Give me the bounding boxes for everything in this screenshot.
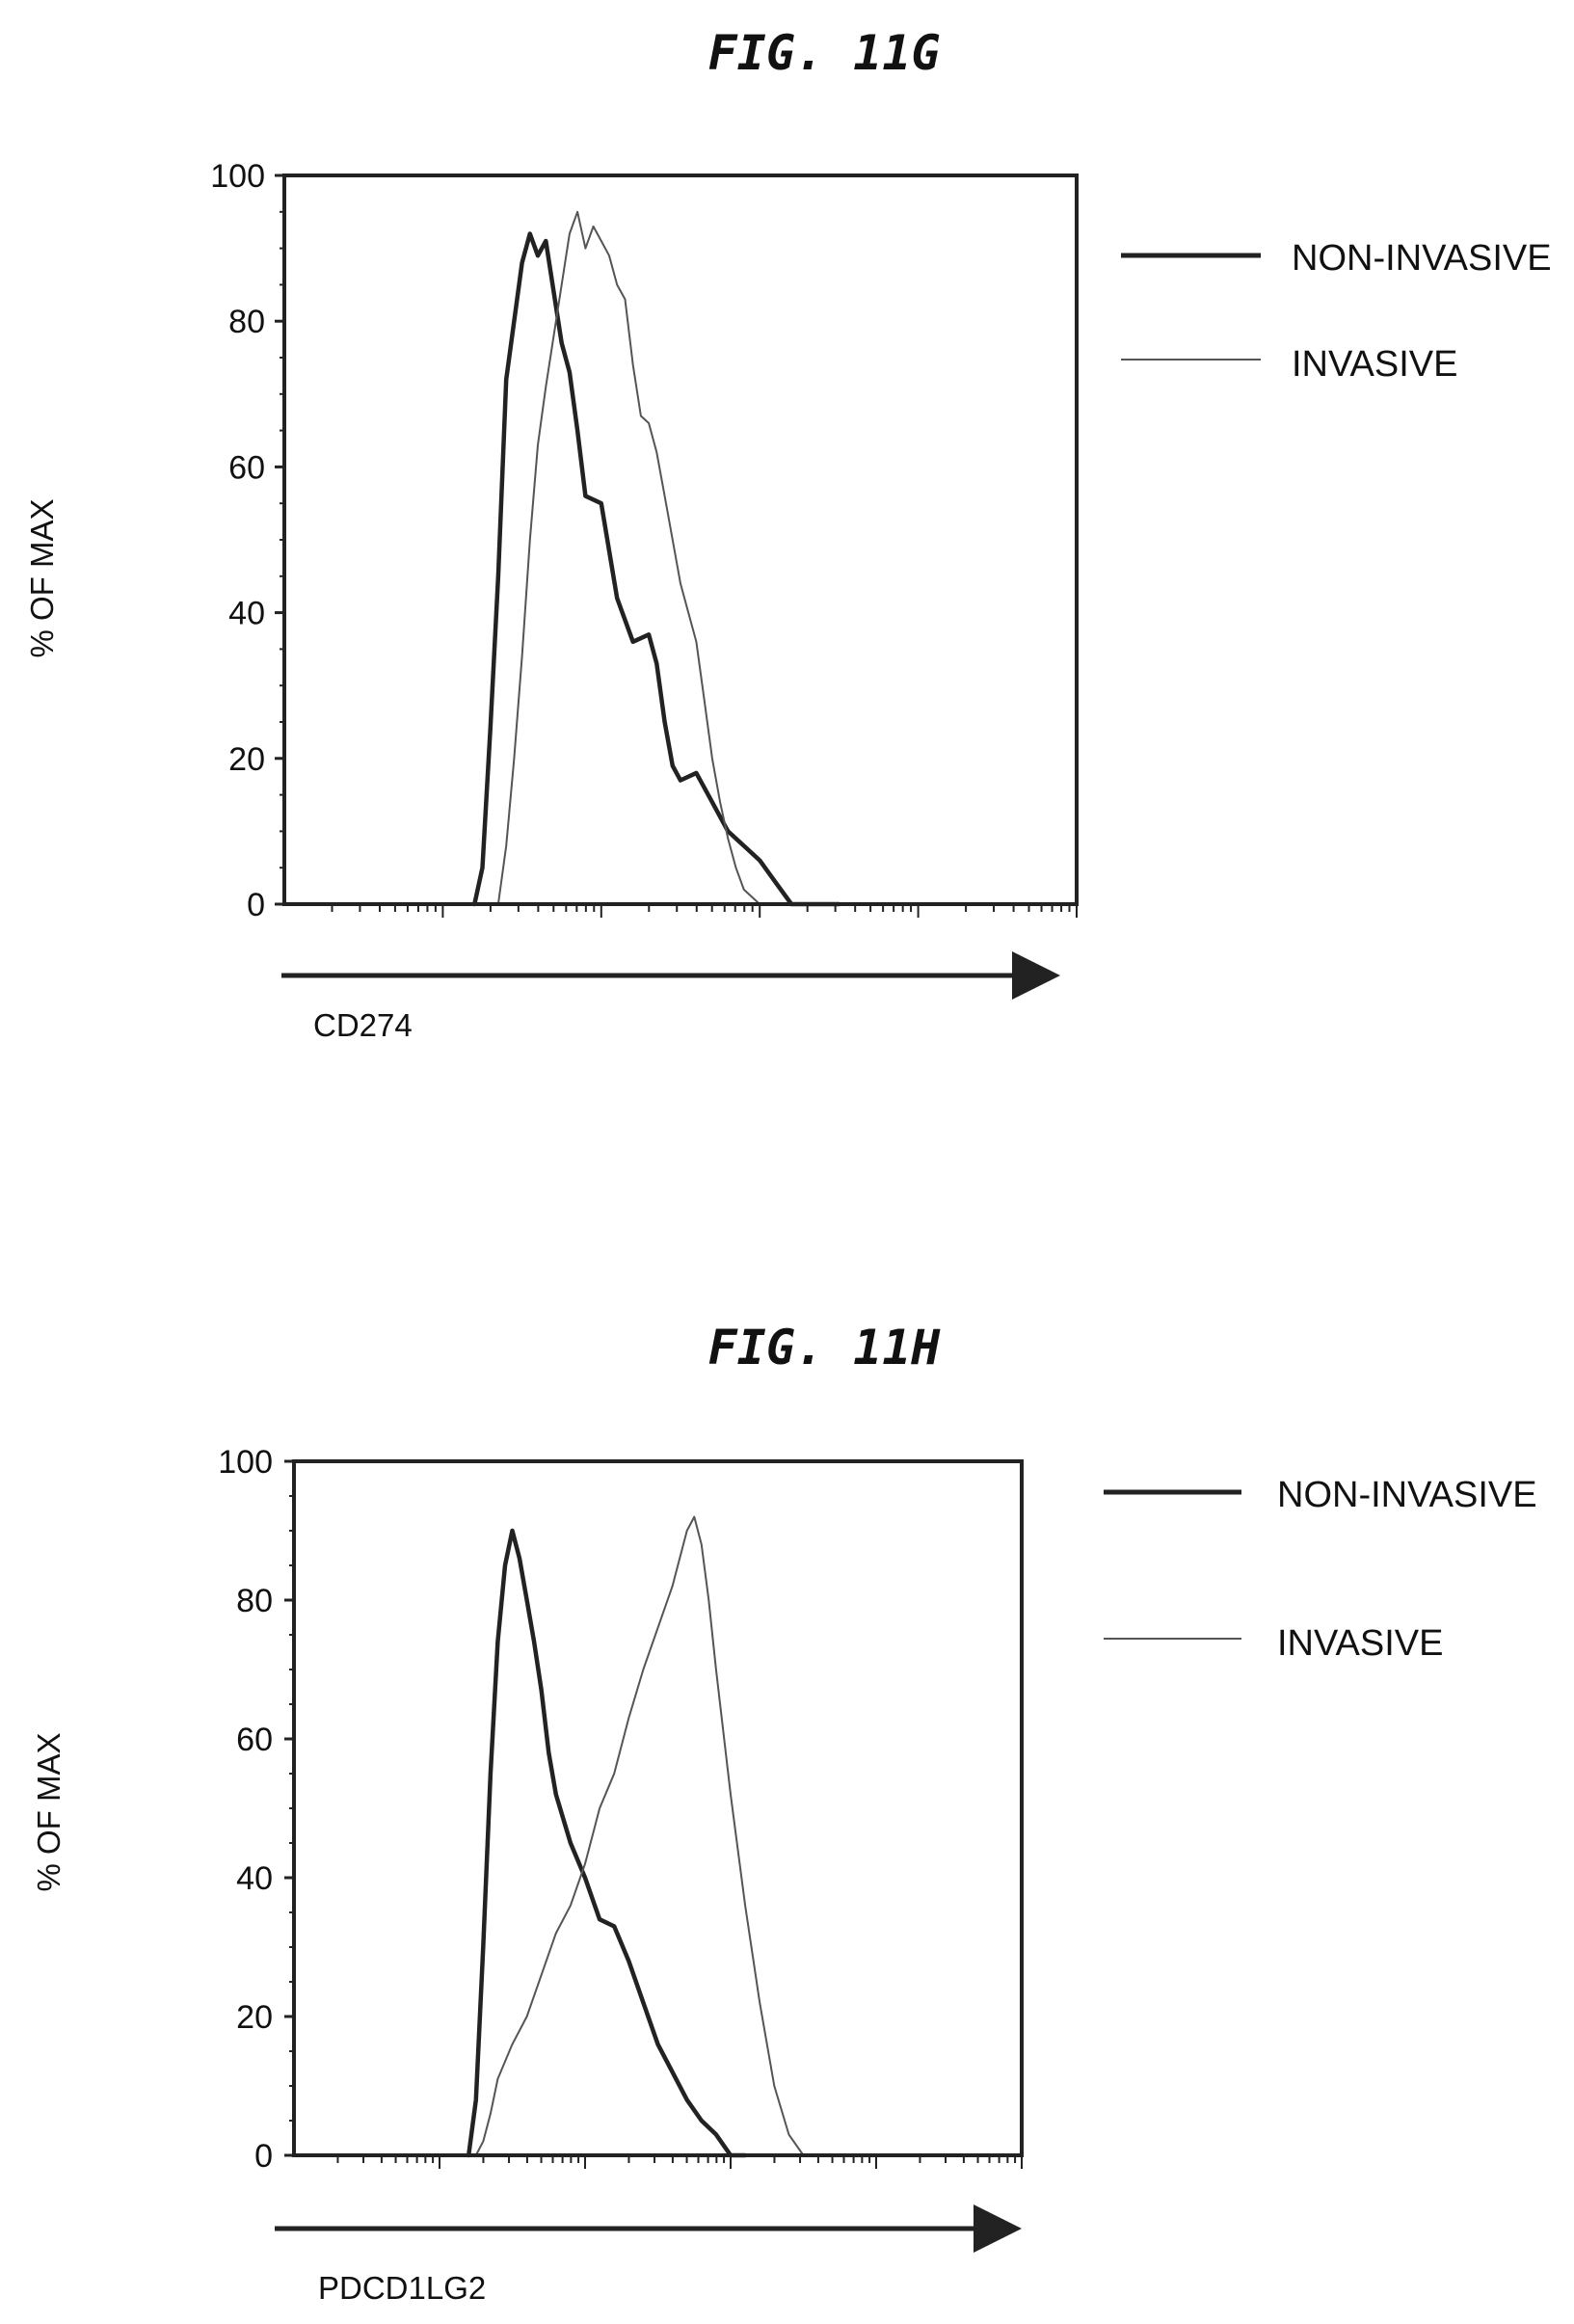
series-line-invasive xyxy=(474,1515,805,2156)
y-axis: 0 20 40 60 80 100 xyxy=(210,158,284,923)
legend-label-non-invasive: NON-INVASIVE xyxy=(1277,1475,1537,1515)
legend-label-invasive: INVASIVE xyxy=(1277,1623,1443,1664)
y-tick-label: 80 xyxy=(236,1583,273,1619)
y-axis: 0 20 40 60 80 100 xyxy=(218,1444,294,2175)
y-tick-label: 100 xyxy=(210,158,265,195)
legend-label-non-invasive: NON-INVASIVE xyxy=(1292,238,1552,279)
y-tick-label: 100 xyxy=(218,1444,273,1481)
y-tick-label: 60 xyxy=(236,1722,273,1758)
y-tick-label: 20 xyxy=(228,741,265,778)
y-tick-label: 40 xyxy=(228,596,265,632)
figure-title: FIG. 11H xyxy=(708,1320,942,1376)
series-line-non-invasive xyxy=(466,1528,748,2158)
series-line-non-invasive xyxy=(472,231,841,907)
plot-area xyxy=(472,210,920,907)
y-tick-label: 0 xyxy=(247,887,265,923)
plot-frame xyxy=(292,1459,1024,2157)
y-axis-label: % OF MAX xyxy=(24,498,60,657)
x-axis-label: CD274 xyxy=(313,1007,413,1043)
legend: NON-INVASIVE INVASIVE xyxy=(1104,1475,1537,1664)
plot-area xyxy=(466,1515,805,2158)
x-axis-minor-ticks xyxy=(336,2155,1023,2169)
chart-panel-11g: FIG. 11G 0 20 40 60 80 100 % OF MAX CD274 NON… xyxy=(24,25,1552,1043)
figure-title: FIG. 11G xyxy=(708,25,941,81)
x-axis-minor-ticks xyxy=(331,904,1078,918)
legend-label-invasive: INVASIVE xyxy=(1292,344,1457,385)
x-axis-label: PDCD1LG2 xyxy=(318,2270,486,2306)
y-tick-label: 80 xyxy=(228,304,265,340)
plot-frame xyxy=(282,174,1079,906)
legend: NON-INVASIVE INVASIVE xyxy=(1121,238,1552,385)
y-tick-label: 40 xyxy=(236,1860,273,1897)
y-tick-label: 0 xyxy=(254,2138,273,2175)
series-line-invasive xyxy=(496,210,920,905)
y-tick-label: 20 xyxy=(236,1999,273,2036)
y-tick-label: 60 xyxy=(228,449,265,486)
y-axis-label: % OF MAX xyxy=(31,1732,67,1891)
